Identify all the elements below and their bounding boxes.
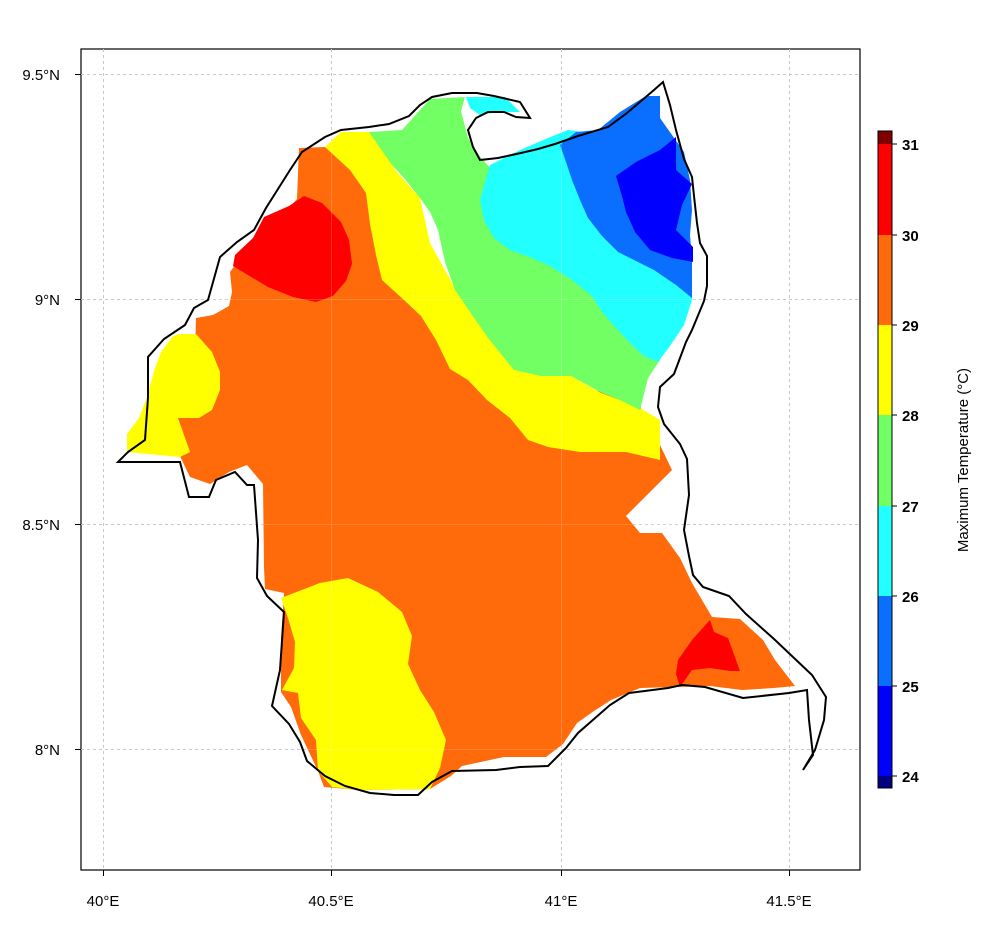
band-28-29-south — [281, 578, 446, 790]
colorbar-frame — [877, 130, 893, 789]
colorbar-band-26-27 — [878, 506, 892, 596]
band-27-28 — [369, 97, 660, 410]
band-26-27 — [466, 97, 692, 362]
band-28-29-north — [325, 132, 660, 460]
colorbar-label: 30 — [902, 228, 919, 245]
colorbar-band-24-25 — [878, 686, 892, 776]
band-30-31-northwest — [233, 196, 352, 302]
colorbar-label: 28 — [902, 408, 919, 425]
colorbar-band-27-28 — [878, 415, 892, 506]
colorbar-band-29-30 — [878, 235, 892, 325]
colorbar-label: 31 — [902, 137, 919, 154]
band-28-29-west — [127, 334, 220, 457]
x-tick-label: 41°E — [545, 893, 578, 910]
y-tick-label: 9°N — [35, 292, 60, 309]
colorbar-label: 29 — [902, 318, 919, 335]
y-tick-label: 8°N — [35, 742, 60, 759]
colorbar-band-30-31 — [878, 144, 892, 235]
colorbar-band-above-31 — [878, 131, 892, 144]
colorbar: 31 30 29 28 27 26 25 24 — [877, 130, 919, 789]
temperature-field — [127, 96, 795, 790]
colorbar-band-25-26 — [878, 596, 892, 686]
band-30-31-southeast — [676, 620, 740, 687]
colorbar-band-28-29 — [878, 325, 892, 415]
colorbar-label: 24 — [902, 769, 919, 786]
x-tick-label: 40°E — [87, 893, 120, 910]
colorbar-title: Maximum Temperature (°C) — [955, 368, 972, 552]
band-24-25 — [616, 137, 693, 262]
y-tick-label: 8.5°N — [22, 517, 60, 534]
x-tick-label: 40.5°E — [308, 893, 353, 910]
axis-ticks — [75, 74, 790, 876]
colorbar-band-below-24 — [878, 776, 892, 788]
colorbar-label: 27 — [902, 499, 919, 516]
y-tick-label: 9.5°N — [22, 67, 60, 84]
colorbar-label: 26 — [902, 589, 919, 606]
x-tick-label: 41.5°E — [766, 893, 811, 910]
colorbar-label: 25 — [902, 679, 919, 696]
region-boundary — [115, 80, 828, 796]
